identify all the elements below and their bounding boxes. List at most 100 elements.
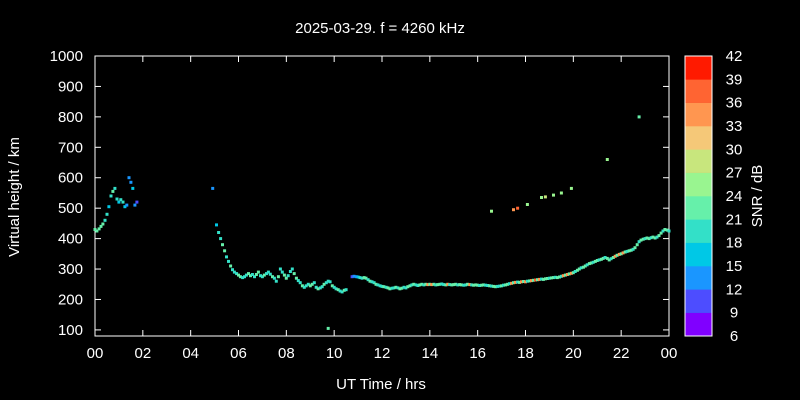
data-point — [524, 280, 527, 284]
data-point — [121, 200, 125, 204]
data-point — [229, 264, 233, 268]
data-point — [486, 284, 490, 287]
data-point — [217, 231, 221, 234]
data-point — [232, 270, 236, 274]
data-point — [444, 283, 448, 287]
data-point — [406, 285, 410, 289]
data-point — [536, 278, 539, 282]
data-point — [559, 274, 563, 278]
data-point — [278, 267, 282, 271]
data-point — [133, 203, 137, 207]
data-point — [330, 284, 334, 288]
colorbar-segment — [685, 266, 712, 290]
data-point — [516, 280, 520, 284]
colorbar-tick-label: 39 — [726, 71, 743, 88]
data-point — [476, 283, 480, 287]
data-point — [637, 240, 641, 244]
data-point — [111, 189, 115, 193]
data-point — [665, 228, 669, 232]
data-point — [247, 272, 250, 276]
data-point — [537, 277, 541, 281]
data-point — [555, 276, 559, 280]
data-point — [356, 275, 360, 279]
data-point — [629, 248, 633, 252]
x-tick-label: 08 — [278, 345, 295, 362]
data-point — [591, 260, 595, 264]
data-point — [492, 284, 496, 288]
data-point — [595, 259, 599, 262]
data-point — [454, 282, 458, 286]
data-point — [460, 283, 464, 287]
data-point — [328, 280, 332, 284]
data-point — [316, 287, 320, 291]
data-point — [428, 282, 432, 286]
data-point — [559, 191, 563, 195]
data-point — [241, 276, 245, 280]
data-point — [639, 238, 643, 242]
data-point — [105, 212, 109, 216]
y-tick-label: 400 — [58, 231, 83, 248]
data-point — [372, 281, 376, 285]
data-point — [219, 237, 223, 241]
data-point — [625, 249, 629, 253]
data-point — [601, 256, 605, 260]
data-point — [573, 270, 577, 273]
data-point — [637, 115, 641, 119]
data-point — [296, 279, 300, 283]
data-point — [211, 186, 215, 190]
data-point — [659, 231, 663, 235]
data-point — [231, 268, 234, 272]
data-point — [647, 237, 651, 241]
data-point — [543, 277, 547, 281]
data-point — [547, 276, 551, 280]
data-point — [567, 272, 571, 276]
data-point — [288, 270, 292, 273]
data-point — [334, 287, 338, 291]
colorbar-tick-label: 24 — [726, 188, 743, 205]
data-point — [440, 282, 444, 286]
colorbar-segment — [685, 312, 712, 337]
data-point — [101, 222, 105, 226]
data-point — [452, 283, 456, 287]
data-point — [525, 279, 529, 283]
data-point — [125, 203, 129, 207]
data-point — [649, 236, 653, 240]
data-point — [512, 208, 515, 212]
data-point — [563, 273, 567, 277]
data-point — [107, 205, 111, 209]
data-point — [225, 255, 228, 259]
data-point — [553, 275, 557, 279]
colorbar-tick-label: 9 — [730, 305, 738, 322]
data-point — [408, 284, 412, 288]
data-point — [332, 285, 336, 289]
data-point — [464, 283, 468, 287]
data-point — [318, 286, 322, 290]
data-point — [424, 282, 428, 286]
data-point — [549, 276, 553, 280]
data-point — [223, 249, 227, 253]
data-point — [603, 256, 607, 259]
data-point — [631, 247, 635, 251]
data-point — [308, 284, 312, 288]
y-tick-label: 1000 — [50, 48, 83, 65]
colorbar-segment — [685, 196, 712, 220]
colorbar-tick-label: 33 — [726, 118, 743, 135]
data-point — [641, 237, 645, 241]
data-point — [605, 256, 609, 260]
data-point — [615, 253, 619, 257]
data-point — [360, 276, 364, 280]
data-point — [272, 276, 276, 280]
data-point — [667, 229, 671, 233]
data-point — [276, 275, 280, 279]
data-point — [262, 273, 266, 277]
x-tick-label: 14 — [421, 345, 438, 362]
data-point — [651, 235, 655, 239]
chart-title: 2025-03-29. f = 4260 kHz — [295, 20, 465, 37]
data-point — [370, 280, 374, 284]
data-point — [250, 273, 254, 276]
x-tick-label: 16 — [469, 345, 486, 362]
data-point — [552, 276, 555, 280]
x-tick-label: 18 — [517, 345, 534, 362]
data-point — [256, 270, 260, 274]
data-point — [506, 282, 510, 286]
